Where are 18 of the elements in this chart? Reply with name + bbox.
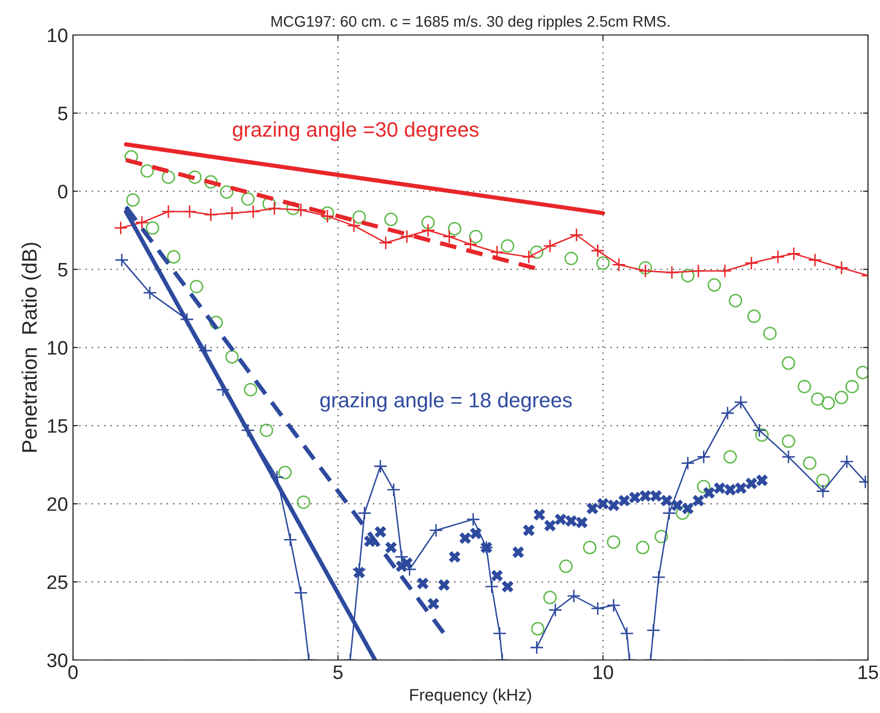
- y-tick-label: 5: [58, 263, 68, 277]
- x-tick-label: 15: [858, 666, 878, 680]
- y-tick-label: 15: [48, 419, 68, 433]
- y-tick-label: 30: [47, 653, 68, 668]
- x-axis-title: Frequency (kHz): [410, 688, 532, 704]
- y-tick-label: 20: [47, 497, 68, 511]
- annotation: grazing angle =30 degrees: [232, 122, 479, 141]
- x-tick-label: 5: [333, 666, 343, 680]
- y-tick-label: 10: [48, 340, 68, 355]
- x-tick-label: 0: [68, 665, 78, 680]
- y-tick-label: 25: [47, 575, 68, 590]
- y-tick-label: 5: [58, 106, 68, 120]
- annotation: grazing angle = 18 degrees: [320, 392, 572, 412]
- y-tick-label: 0: [58, 184, 68, 198]
- y-axis-title: Penetration Ratio (dB): [22, 242, 41, 452]
- y-tick-label: 10: [48, 28, 68, 42]
- chart-title: MCG197: 60 cm. c = 1685 m/s. 30 deg ripples 2.5cm RMS.: [272, 16, 670, 30]
- x-tick-label: 10: [594, 665, 614, 680]
